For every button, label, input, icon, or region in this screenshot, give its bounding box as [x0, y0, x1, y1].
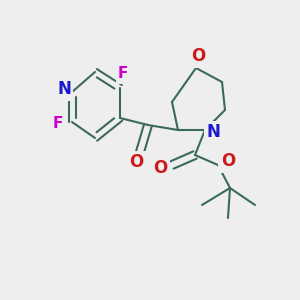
- Text: O: O: [221, 152, 235, 170]
- Text: O: O: [153, 159, 167, 177]
- Text: N: N: [206, 123, 220, 141]
- Text: N: N: [57, 80, 71, 98]
- Text: O: O: [129, 153, 143, 171]
- Text: F: F: [118, 67, 128, 82]
- Text: F: F: [53, 116, 63, 131]
- Text: O: O: [191, 47, 205, 65]
